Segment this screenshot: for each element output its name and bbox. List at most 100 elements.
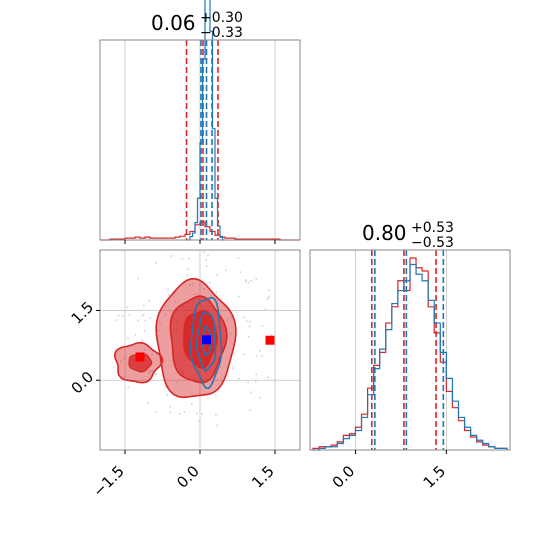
scatter-point <box>215 394 217 397</box>
scatter-point <box>186 268 189 270</box>
scatter-point <box>270 334 273 336</box>
scatter-point <box>127 386 129 388</box>
blue-contour-level-1 <box>195 311 217 372</box>
scatter-point <box>230 332 232 335</box>
marker-blue-0 <box>202 335 211 345</box>
scatter-point <box>155 373 157 376</box>
scatter-point <box>134 334 137 336</box>
scatter-point <box>250 279 252 282</box>
scatter-point <box>154 349 156 352</box>
scatter-point <box>243 316 246 319</box>
title-param2-plus: +0.53 <box>411 220 454 236</box>
scatter-point <box>191 403 193 405</box>
scatter-point <box>215 291 218 293</box>
scatter-point <box>238 295 240 298</box>
contour-ytick-label: 0.0 <box>68 368 98 398</box>
scatter-point <box>216 274 218 276</box>
contour-ytick-label: 1.5 <box>68 298 98 328</box>
scatter-point <box>188 257 190 260</box>
scatter-point <box>231 367 234 369</box>
scatter-point <box>143 304 145 307</box>
hist2-xtick-label: 1.5 <box>420 462 450 492</box>
scatter-point <box>155 262 157 264</box>
scatter-point <box>224 269 227 272</box>
scatter-point <box>167 288 169 291</box>
scatter-point <box>142 313 145 316</box>
scatter-point <box>181 258 184 260</box>
scatter-point <box>155 411 158 414</box>
contour-xtick-label: −1.5 <box>89 462 127 500</box>
scatter-point <box>157 330 159 332</box>
scatter-point <box>169 406 171 408</box>
scatter-point <box>144 319 147 322</box>
scatter-point <box>151 353 153 356</box>
scatter-point <box>245 280 247 283</box>
title-param2-minus: −0.53 <box>411 235 454 251</box>
scatter-point <box>148 371 151 374</box>
scatter-point <box>274 372 276 375</box>
hist2-hist-series-0 <box>312 257 508 450</box>
scatter-point <box>123 357 125 360</box>
scatter-point <box>149 317 152 319</box>
scatter-point <box>203 251 205 253</box>
scatter-point <box>146 401 149 404</box>
scatter-point <box>247 335 250 338</box>
scatter-point <box>259 397 262 399</box>
scatter-point <box>137 319 139 322</box>
scatter-point <box>128 314 131 316</box>
scatter-point <box>208 281 211 284</box>
scatter-point <box>151 370 154 372</box>
scatter-point <box>176 381 179 384</box>
scatter-point <box>186 274 189 277</box>
scatter-point <box>141 339 144 341</box>
scatter-point <box>197 420 200 423</box>
histogram-panel-param1 <box>99 0 301 244</box>
scatter-point <box>239 271 242 273</box>
scatter-point <box>216 424 218 427</box>
scatter-point <box>268 289 270 291</box>
scatter-point <box>238 377 240 380</box>
scatter-point <box>170 255 172 257</box>
contour-panel: −1.5 0.0 1.5 0.0 1.5 <box>68 249 301 501</box>
scatter-point <box>261 325 264 327</box>
title-param1: 0.06 +0.30 −0.33 <box>151 10 243 41</box>
scatter-point <box>183 410 186 413</box>
scatter-point <box>267 297 269 300</box>
scatter-point <box>191 283 194 285</box>
scatter-point <box>126 306 128 309</box>
scatter-point <box>245 320 248 322</box>
scatter-point <box>120 360 122 362</box>
scatter-point <box>167 385 169 388</box>
scatter-point <box>255 373 258 376</box>
scatter-point <box>215 413 217 416</box>
scatter-point <box>255 355 258 357</box>
scatter-point <box>193 293 196 296</box>
scatter-point <box>226 319 229 321</box>
scatter-point <box>127 337 129 339</box>
scatter-point <box>137 277 139 280</box>
scatter-point <box>247 381 249 384</box>
scatter-point <box>115 319 118 321</box>
scatter-point <box>167 294 170 296</box>
scatter-point <box>169 411 171 414</box>
title-param2: 0.80 +0.53 −0.53 <box>362 220 454 251</box>
scatter-point <box>250 391 252 394</box>
scatter-point <box>248 325 251 328</box>
scatter-point <box>149 369 152 372</box>
contour-xtick-label: 1.5 <box>248 462 278 492</box>
scatter-point <box>264 308 267 311</box>
scatter-point <box>148 300 151 302</box>
scatter-point <box>230 316 233 319</box>
scatter-point <box>261 355 263 358</box>
scatter-point <box>268 295 271 298</box>
scatter-point <box>249 320 251 323</box>
scatter-point <box>267 376 269 379</box>
scatter-point <box>243 353 246 355</box>
title-param2-value: 0.80 <box>362 221 407 245</box>
scatter-point <box>203 288 205 290</box>
scatter-point <box>164 313 167 316</box>
hist1-hist-series-1 <box>187 0 225 241</box>
hist2-xtick-label: 0.0 <box>329 462 359 492</box>
red-contour-secondary-inner <box>128 353 153 373</box>
